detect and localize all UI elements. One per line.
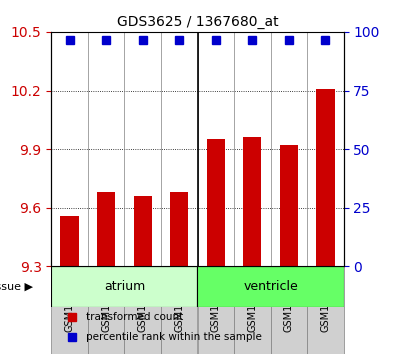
Bar: [97, 192, 115, 267]
Bar: [234, 267, 271, 354]
Bar: [243, 137, 261, 267]
Bar: [88, 267, 124, 354]
Text: percentile rank within the sample: percentile rank within the sample: [87, 332, 262, 342]
Bar: [280, 145, 298, 267]
Bar: [134, 196, 152, 267]
Bar: [271, 267, 307, 354]
Title: GDS3625 / 1367680_at: GDS3625 / 1367680_at: [117, 16, 278, 29]
Bar: [124, 267, 161, 354]
Bar: [170, 192, 188, 267]
Text: atrium: atrium: [104, 280, 145, 293]
Bar: [161, 267, 198, 354]
FancyBboxPatch shape: [198, 267, 344, 307]
Text: ventricle: ventricle: [243, 280, 298, 293]
Bar: [207, 139, 225, 267]
FancyBboxPatch shape: [51, 267, 198, 307]
Bar: [51, 267, 88, 354]
Text: tissue ▶: tissue ▶: [0, 281, 33, 292]
Bar: [307, 267, 344, 354]
Text: transformed count: transformed count: [87, 312, 184, 322]
Bar: [198, 267, 234, 354]
Bar: [60, 216, 79, 267]
Bar: [316, 88, 335, 267]
